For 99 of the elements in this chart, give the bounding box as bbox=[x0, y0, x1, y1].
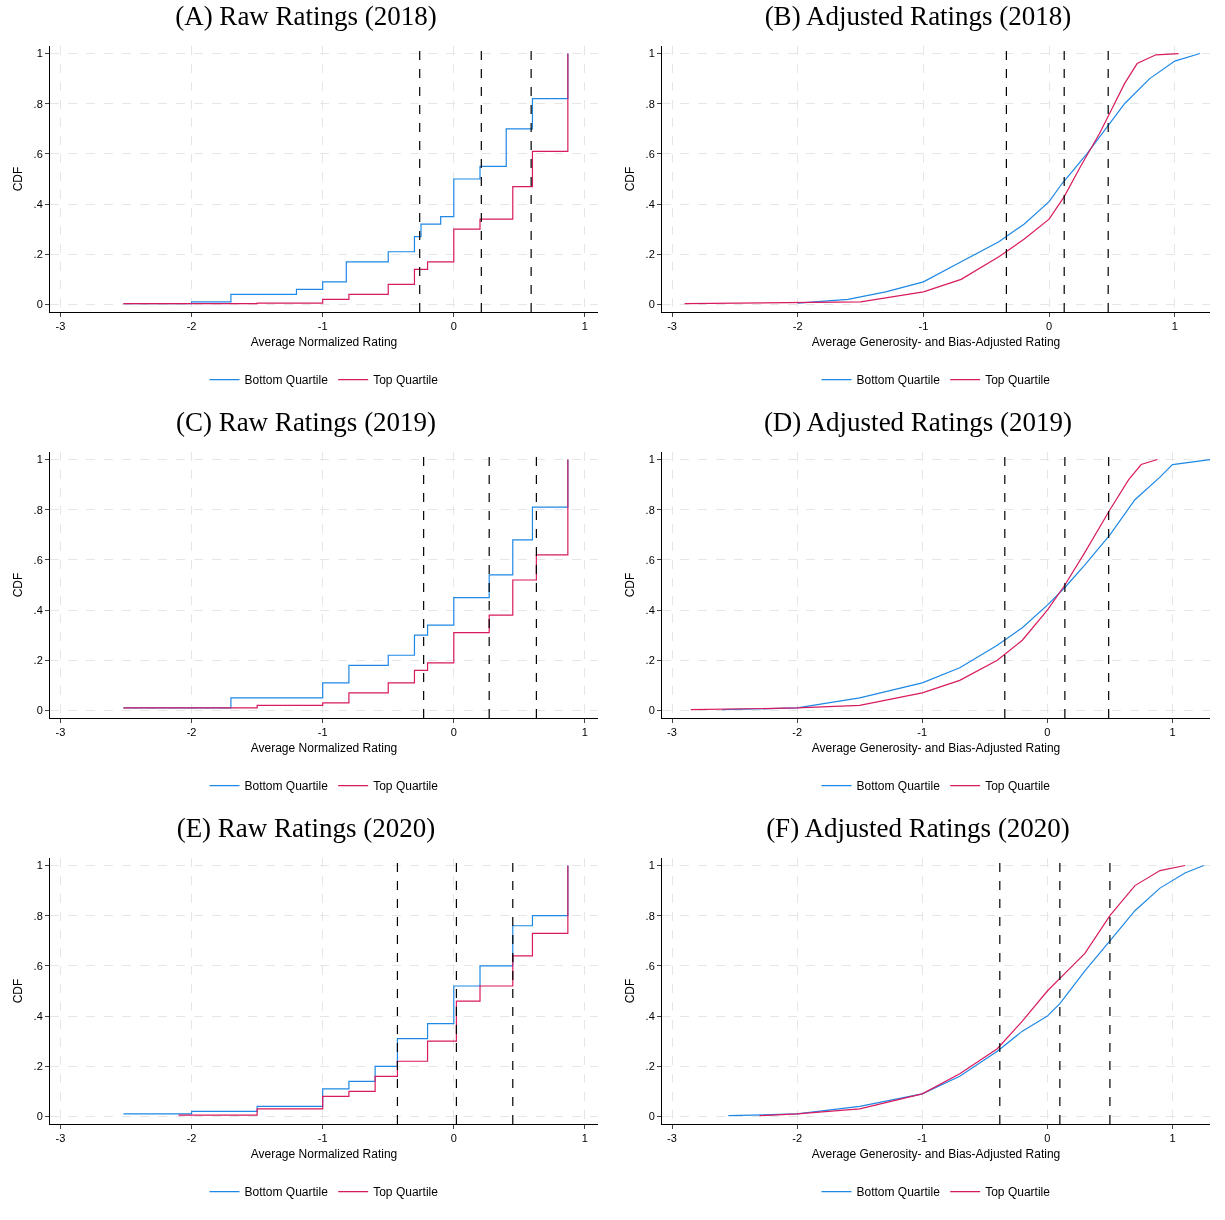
y-tick-label: .4 bbox=[33, 1009, 43, 1022]
legend-label: Top Quartile bbox=[373, 1185, 439, 1200]
y-tick-label: .4 bbox=[645, 603, 655, 616]
legend-label: Bottom Quartile bbox=[244, 373, 329, 388]
x-tick-label: 0 bbox=[1044, 726, 1051, 739]
x-tick-label: 0 bbox=[450, 320, 457, 333]
y-tick-label: .2 bbox=[33, 654, 43, 667]
chart-title: (E) Raw Ratings (2020) bbox=[176, 812, 436, 843]
x-tick-label: -3 bbox=[667, 320, 677, 333]
y-tick-label: 1 bbox=[36, 47, 43, 60]
legend-label: Top Quartile bbox=[985, 373, 1051, 388]
x-tick-label: -3 bbox=[667, 726, 677, 739]
x-tick-label: -2 bbox=[186, 1132, 197, 1145]
x-axis-title: Average Generosity- and Bias-Adjusted Rating bbox=[811, 741, 1061, 756]
x-tick-label: -2 bbox=[186, 320, 197, 333]
line-series bbox=[797, 52, 1201, 304]
legend-label: Bottom Quartile bbox=[856, 1185, 941, 1200]
x-tick-label: -2 bbox=[792, 726, 803, 739]
y-tick-label: .8 bbox=[33, 97, 43, 110]
x-tick-label: 0 bbox=[450, 1132, 457, 1145]
y-axis-title: CDF bbox=[622, 572, 637, 598]
y-tick-label: .6 bbox=[33, 147, 43, 160]
x-axis-title: Average Normalized Rating bbox=[250, 335, 398, 350]
y-tick-label: .6 bbox=[645, 959, 655, 972]
x-tick-label: -1 bbox=[918, 320, 929, 333]
y-tick-label: 0 bbox=[648, 298, 655, 311]
y-tick-label: 0 bbox=[36, 298, 43, 311]
legend-label: Top Quartile bbox=[985, 1185, 1051, 1200]
x-tick-label: -1 bbox=[317, 726, 328, 739]
chart-title: (F) Adjusted Ratings (2020) bbox=[766, 812, 1070, 843]
legend-label: Top Quartile bbox=[373, 373, 439, 388]
y-axis-title: CDF bbox=[622, 978, 637, 1004]
legend-label: Bottom Quartile bbox=[856, 779, 941, 794]
y-tick-label: .2 bbox=[33, 1060, 43, 1073]
chart-title: (C) Raw Ratings (2019) bbox=[175, 406, 437, 437]
x-tick-label: 1 bbox=[1171, 320, 1178, 333]
y-tick-label: .8 bbox=[33, 909, 43, 922]
x-tick-label: -2 bbox=[792, 1132, 803, 1145]
y-tick-label: 1 bbox=[648, 859, 655, 872]
x-tick-label: 1 bbox=[1169, 726, 1176, 739]
x-tick-label: -3 bbox=[55, 726, 66, 739]
legend-label: Bottom Quartile bbox=[244, 1185, 329, 1200]
y-tick-label: .8 bbox=[33, 503, 43, 516]
y-tick-label: .4 bbox=[645, 197, 655, 210]
y-tick-label: .6 bbox=[645, 553, 655, 566]
legend-label: Bottom Quartile bbox=[244, 779, 329, 794]
y-tick-label: .8 bbox=[645, 97, 655, 110]
chart-title: (A) Raw Ratings (2018) bbox=[175, 0, 437, 31]
line-series bbox=[684, 52, 1180, 305]
y-tick-label: 1 bbox=[36, 453, 43, 466]
y-tick-label: 0 bbox=[36, 1110, 43, 1123]
y-tick-label: .4 bbox=[33, 603, 43, 616]
x-axis-title: Average Normalized Rating bbox=[250, 741, 398, 756]
y-tick-label: .4 bbox=[645, 1009, 655, 1022]
chart-title: (B) Adjusted Ratings (2018) bbox=[764, 0, 1072, 31]
x-tick-label: -2 bbox=[792, 320, 803, 333]
y-tick-label: .2 bbox=[33, 248, 43, 261]
y-tick-label: .2 bbox=[645, 248, 655, 261]
x-tick-label: 1 bbox=[581, 320, 588, 333]
x-axis-title: Average Generosity- and Bias-Adjusted Rating bbox=[811, 335, 1061, 350]
x-tick-label: 1 bbox=[1169, 1132, 1176, 1145]
y-tick-label: 1 bbox=[648, 47, 655, 60]
y-tick-label: .6 bbox=[33, 959, 43, 972]
legend-label: Top Quartile bbox=[373, 779, 439, 794]
x-tick-label: -1 bbox=[917, 1132, 928, 1145]
line-series bbox=[690, 458, 1159, 711]
y-tick-label: 0 bbox=[648, 1110, 655, 1123]
x-tick-label: -3 bbox=[55, 320, 66, 333]
y-tick-label: 0 bbox=[648, 704, 655, 717]
x-tick-label: -2 bbox=[186, 726, 197, 739]
x-axis-title: Average Generosity- and Bias-Adjusted Rating bbox=[811, 1147, 1061, 1162]
x-tick-label: -1 bbox=[317, 320, 328, 333]
x-tick-label: -3 bbox=[55, 1132, 66, 1145]
x-tick-label: 0 bbox=[1044, 1132, 1051, 1145]
x-tick-label: -1 bbox=[917, 726, 928, 739]
y-tick-label: 1 bbox=[648, 453, 655, 466]
y-tick-label: .8 bbox=[645, 909, 655, 922]
x-tick-label: -1 bbox=[317, 1132, 328, 1145]
x-tick-label: -3 bbox=[667, 1132, 677, 1145]
y-axis-title: CDF bbox=[622, 166, 637, 192]
x-tick-label: 1 bbox=[581, 1132, 588, 1145]
y-tick-label: .6 bbox=[645, 147, 655, 160]
y-tick-label: .8 bbox=[645, 503, 655, 516]
y-tick-label: 0 bbox=[36, 704, 43, 717]
y-tick-label: .2 bbox=[645, 654, 655, 667]
x-tick-label: 1 bbox=[581, 726, 588, 739]
legend-label: Top Quartile bbox=[985, 779, 1051, 794]
chart-title: (D) Adjusted Ratings (2019) bbox=[763, 406, 1073, 437]
y-tick-label: 1 bbox=[36, 859, 43, 872]
y-axis-title: CDF bbox=[10, 572, 25, 598]
y-axis-title: CDF bbox=[10, 978, 25, 1004]
y-axis-title: CDF bbox=[10, 166, 25, 192]
y-tick-label: .2 bbox=[645, 1060, 655, 1073]
x-tick-label: 0 bbox=[450, 726, 457, 739]
x-axis-title: Average Normalized Rating bbox=[250, 1147, 398, 1162]
y-tick-label: .6 bbox=[33, 553, 43, 566]
x-tick-label: 0 bbox=[1046, 320, 1053, 333]
legend-label: Bottom Quartile bbox=[856, 373, 941, 388]
y-tick-label: .4 bbox=[33, 197, 43, 210]
